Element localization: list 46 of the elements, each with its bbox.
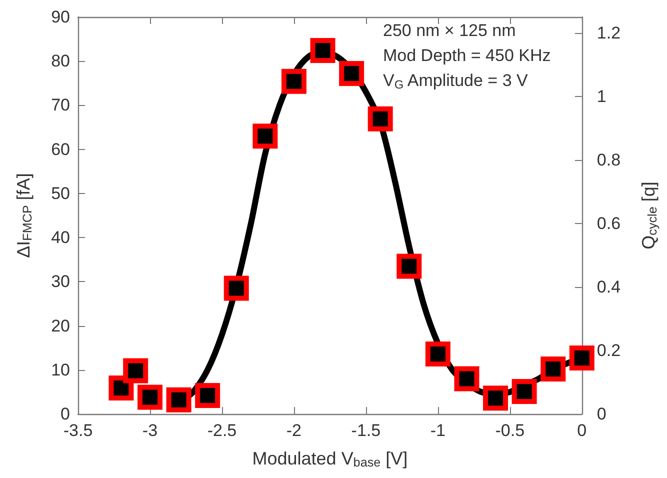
y2-tick-label: 0.8 [596, 150, 621, 170]
point [396, 254, 422, 279]
x-tick-label: -1 [430, 421, 446, 440]
x-tick-label: -3.5 [63, 421, 93, 440]
y2-tick-label: 1.2 [596, 23, 621, 42]
point [483, 386, 508, 411]
point [195, 382, 220, 408]
point [137, 384, 162, 410]
y2-tick-label: 0.2 [596, 340, 621, 360]
point [224, 276, 249, 301]
y-tick-label: 10 [51, 360, 70, 380]
point [454, 366, 480, 392]
y2-tick-label: 1 [596, 86, 606, 106]
point [123, 358, 148, 384]
y2-tick-label: 0.6 [596, 214, 621, 233]
x-tick-label: -0.5 [495, 421, 525, 440]
point [425, 342, 450, 367]
y-tick-label: 70 [51, 96, 70, 115]
point [368, 106, 393, 132]
y-tick-label: 50 [51, 184, 70, 203]
x-tick-label: -1.5 [351, 421, 381, 440]
y-tick-label: 90 [51, 8, 70, 26]
annotation: 250 nm × 125 nm [383, 21, 516, 40]
x-tick-label: -2 [286, 421, 302, 440]
y-axis-title: ΔIFMCP [fA] [13, 173, 34, 258]
point [166, 387, 192, 412]
y-tick-label: 60 [51, 140, 70, 159]
point [512, 379, 537, 404]
y-tick-label: 80 [51, 52, 70, 71]
y2-tick-label: 0 [596, 404, 606, 424]
y-tick-label: 0 [60, 404, 70, 424]
x-tick-label: 0 [577, 421, 587, 440]
y-tick-label: 20 [51, 316, 70, 336]
y2-tick-label: 0.4 [596, 277, 621, 296]
y-tick-label: 40 [51, 228, 70, 248]
x-tick-label: -2.5 [207, 421, 237, 440]
point [310, 38, 336, 64]
point [339, 60, 364, 86]
y-tick-label: 30 [51, 272, 70, 292]
point [540, 356, 566, 382]
point [281, 68, 306, 94]
x-tick-label: -3 [142, 421, 158, 440]
y2-axis-title: Qcycle [q] [638, 182, 660, 250]
annotation: Mod Depth = 450 KHz [383, 46, 551, 65]
point [252, 124, 278, 149]
point [569, 345, 594, 370]
